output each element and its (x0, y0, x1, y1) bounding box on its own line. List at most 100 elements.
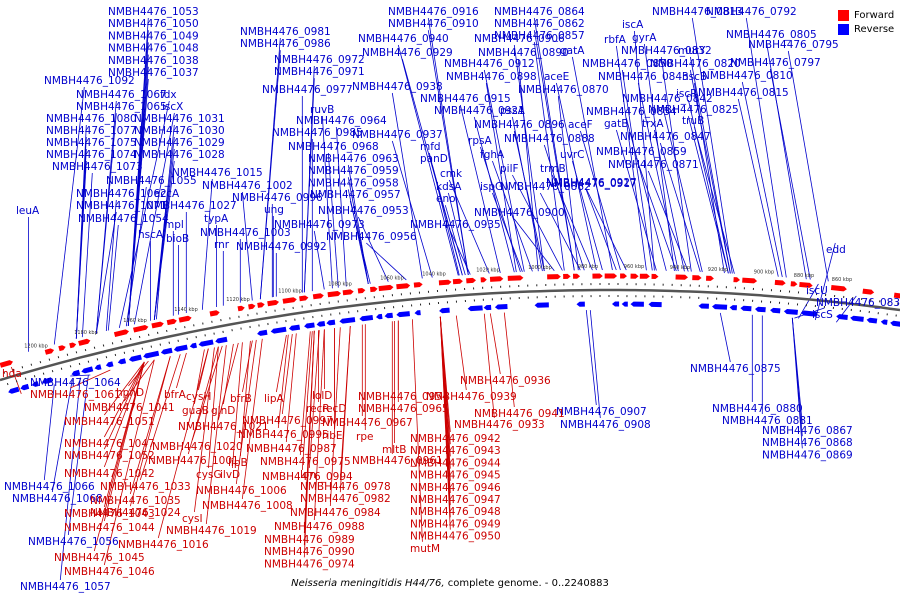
feature-arrow (706, 275, 714, 281)
gene-label: NMBH4476_0907 (556, 406, 647, 418)
leader-line (688, 99, 729, 274)
gene-label: recD (322, 403, 346, 415)
leader-line (512, 174, 563, 271)
leader-line (205, 345, 227, 525)
leader-line (391, 140, 433, 278)
legend: Forward Reverse (838, 8, 894, 36)
leader-line (489, 313, 501, 375)
gene-label: NMBH4476_1042 (64, 468, 155, 480)
gene-label: NMBH4476_0810 (702, 70, 793, 82)
gene-label: NMBH4476_0864 (494, 6, 585, 18)
leader-line (217, 342, 239, 421)
gene-label: NMBH4476_1074 (46, 149, 137, 161)
gene-label: mutY (678, 45, 706, 57)
gene-label: ung (264, 204, 284, 216)
gene-label: NMBH4476_1071 (76, 200, 167, 212)
gene-label: NMBH4476_1037 (108, 67, 199, 79)
feature-arrow (376, 313, 383, 320)
gene-label: NMBH4476_0900 (474, 207, 565, 219)
gene-label: NMBH4476_1015 (172, 167, 263, 179)
feature-arrow (267, 300, 279, 307)
leader-line (503, 312, 515, 408)
leader-line (517, 58, 539, 272)
tick-label: 940 kbp (670, 265, 690, 271)
map-caption: Neisseria meningitidis H44/76, complete … (0, 578, 900, 589)
gene-label: NMBH4476_0941 (474, 408, 565, 420)
tick-mark (138, 335, 141, 339)
feature-arrow (215, 336, 228, 344)
gene-label: NMBH4476_1001 (148, 455, 239, 467)
gene-label: ruvB (310, 104, 334, 116)
gene-label: NMBH4476_1019 (166, 525, 257, 537)
feature-arrow (783, 309, 798, 315)
leader-line (198, 348, 209, 391)
gene-label: pssA (500, 105, 526, 117)
tick-label: 1200 kbp (24, 344, 48, 350)
leader-line (483, 313, 495, 419)
feature-arrow (467, 305, 483, 312)
gene-label: NMBH4476_1092 (44, 75, 135, 87)
feature-arrow (712, 304, 728, 310)
feature-arrow (78, 338, 91, 346)
gene-label: NMBH4476_1057 (20, 581, 111, 593)
leader-line (313, 230, 325, 290)
leader-line (694, 82, 725, 274)
feature-arrow (733, 277, 740, 283)
gene-label: NMBH4476_0987 (246, 443, 337, 455)
tick-mark (141, 347, 144, 350)
gene-label: mltB (382, 444, 406, 456)
tick-mark (48, 358, 51, 361)
leader-line (814, 242, 836, 321)
tick-label: 900 kbp (754, 270, 774, 276)
leader-line (103, 359, 155, 566)
leader-line (690, 56, 731, 274)
gene-label: NMBH4476_0929 (362, 47, 453, 59)
feature-arrow (836, 314, 848, 320)
feature-arrow (755, 306, 766, 313)
feature-arrow (209, 310, 220, 317)
feature-arrow (850, 315, 864, 322)
gene-label: NMBH4476_1073 (52, 161, 143, 173)
leader-line (277, 334, 289, 429)
leader-line (349, 200, 371, 284)
tick-label: 1160 kbp (123, 318, 147, 324)
feature-arrow (604, 273, 618, 279)
feature-arrow (830, 285, 847, 292)
leader-line (187, 346, 219, 455)
genome-backbone (0, 288, 900, 382)
gene-label: NMBH4476_0986 (240, 38, 331, 50)
leader-line (134, 112, 175, 325)
leader-line (235, 339, 257, 485)
tick-mark (39, 360, 42, 364)
gene-label: NMBH4476_0950 (410, 531, 501, 543)
leader-line (625, 117, 667, 271)
gene-label: NMBH4476_0797 (730, 57, 821, 69)
gene-label: NMBH4476_0975 (260, 456, 351, 468)
gene-label: NMBH4476_0795 (748, 39, 839, 51)
gene-label: NMBH4476_1067 (76, 89, 167, 101)
leader-line (53, 86, 85, 345)
gene-label: NMBH4476_1020 (152, 441, 243, 453)
leader-line (533, 41, 565, 271)
gene-label: NMBH4476_0927 (546, 177, 637, 189)
leader-line (176, 352, 187, 389)
feature-arrow (44, 348, 55, 355)
feature-arrow (304, 322, 315, 329)
gene-label: NMBH4476_0910 (388, 18, 479, 30)
tick-mark (24, 377, 27, 380)
gene-label: NMBH4476_0813 (652, 6, 743, 18)
gene-label: NMBH4476_0943 (410, 445, 501, 457)
gene-label: rpe (356, 431, 373, 443)
gene-label: NMBH4476_0917 (546, 178, 637, 190)
gene-label: NMBH4476_1061 (30, 389, 121, 401)
feature-arrow (8, 386, 20, 394)
feature-arrow (327, 291, 341, 298)
leader-line (232, 342, 243, 469)
gene-label: NMBH4476_1043 (64, 508, 155, 520)
feature-arrow (396, 283, 411, 290)
gene-label: NMBH4476_0982 (300, 493, 391, 505)
gene-label: NMBH4476_0945 (410, 470, 501, 482)
feature-arrow (480, 277, 487, 283)
tick-marks: 1200 kbp 1180 kbp 1160 kbp 1140 kbp 1120 kbp… (3, 264, 899, 386)
